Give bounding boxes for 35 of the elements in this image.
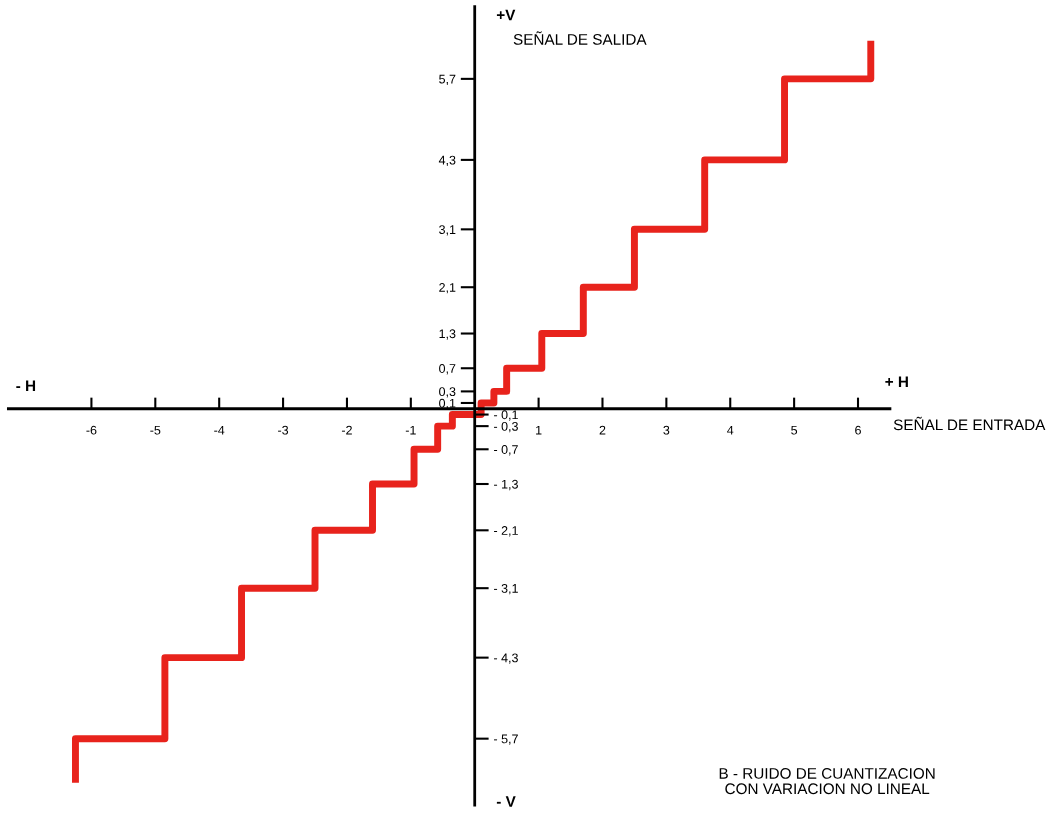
annotation: - H: [16, 380, 36, 392]
y-tick-label: 2,1: [439, 283, 456, 294]
x-tick-label: -4: [214, 425, 225, 435]
y-tick-label: 0,3: [439, 387, 456, 398]
y2-tick-label: - 2,1: [494, 526, 518, 537]
y2-tick-label: - 4,3: [494, 653, 518, 664]
annotation: + H: [885, 376, 908, 387]
annotation: +V: [496, 9, 516, 21]
x-tick-label: 2: [599, 425, 606, 435]
y-tick-label: 1,3: [439, 329, 456, 340]
y-tick-label: 5,7: [439, 74, 456, 85]
y2-tick-label: - 1,3: [494, 479, 518, 491]
y-tick-label: 0,7: [439, 364, 456, 375]
x-tick-label: -1: [405, 425, 416, 435]
x-tick-label: 6: [855, 425, 861, 435]
annotation: SEÑAL DE SALIDA: [513, 31, 647, 45]
x-tick-label: -2: [341, 425, 352, 435]
y2-tick-label: - 0,1: [494, 410, 518, 421]
y2-tick-label: - 0,3: [494, 421, 518, 433]
x-tick-label: -3: [278, 425, 289, 435]
y2-tick-label: - 0,7: [494, 445, 518, 456]
x-tick-label: 4: [727, 425, 734, 435]
y2-tick-label: - 3,1: [494, 583, 518, 595]
x-tick-label: 5: [791, 425, 798, 435]
y-tick-label: 4,3: [438, 155, 456, 167]
x-tick-label: 1: [536, 425, 542, 435]
x-tick-label: 3: [663, 425, 670, 435]
annotation: - V: [496, 796, 516, 807]
x-tick-label: -6: [86, 425, 97, 435]
y2-tick-label: - 5,7: [494, 734, 518, 745]
x-tick-label: -5: [150, 425, 161, 435]
y-tick-label: 0,1: [439, 398, 456, 410]
x-axis-title: SEÑAL DE ENTRADA: [893, 416, 1046, 431]
y-tick-label: 3,1: [439, 225, 456, 236]
annotation: B - RUIDO DE CUANTIZACION CON VARIACION NO LINEAL: [719, 768, 935, 795]
